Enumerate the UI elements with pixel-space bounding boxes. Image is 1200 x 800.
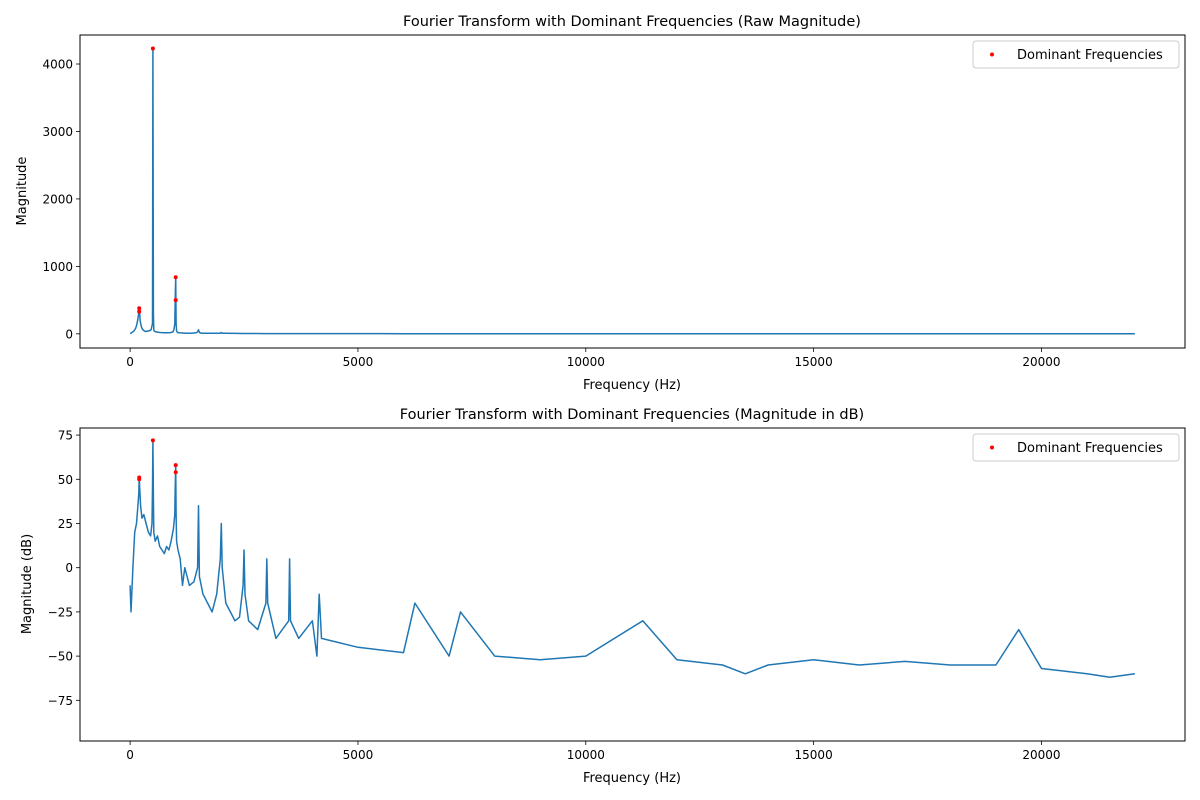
legend: Dominant Frequencies	[972, 40, 1180, 69]
legend: Dominant Frequencies	[972, 433, 1180, 462]
x-tick-label: 15000	[795, 748, 833, 762]
x-tick-label: 20000	[1022, 355, 1060, 369]
chart-title: Fourier Transform with Dominant Frequenc…	[400, 407, 864, 423]
x-tick-label: 0	[126, 355, 134, 369]
dominant-frequency-point	[173, 275, 178, 280]
x-tick-label: 0	[126, 748, 134, 762]
y-tick-label: 25	[58, 517, 73, 531]
y-tick-label: 2000	[42, 192, 73, 206]
chart-title: Fourier Transform with Dominant Frequenc…	[403, 14, 861, 30]
dominant-frequency-point	[137, 477, 142, 482]
y-axis-label: Magnitude (dB)	[20, 534, 35, 634]
x-tick-label: 5000	[343, 355, 374, 369]
y-tick-label: 0	[65, 327, 73, 341]
y-tick-label: −75	[48, 694, 73, 708]
x-axis-label: Frequency (Hz)	[583, 771, 681, 786]
y-tick-label: 4000	[42, 58, 73, 72]
x-axis-ticks: 0 5000 10000 15000 20000	[126, 348, 1061, 369]
x-axis-ticks: 0 5000 10000 15000 20000	[126, 741, 1061, 762]
spectrum-line	[129, 439, 1136, 679]
axes-frame	[79, 427, 1186, 742]
dominant-frequency-point	[173, 463, 178, 468]
y-tick-label: 1000	[42, 260, 73, 274]
raw-magnitude-chart: Fourier Transform with Dominant Frequenc…	[15, 14, 1186, 393]
y-axis-label: Magnitude	[15, 157, 30, 226]
axes-frame	[79, 34, 1186, 349]
x-axis-label: Frequency (Hz)	[583, 378, 681, 393]
legend-label: Dominant Frequencies	[1017, 441, 1163, 456]
dominant-frequency-point	[150, 46, 155, 51]
legend-box	[972, 433, 1180, 462]
plot-area	[129, 438, 1136, 679]
y-tick-label: 0	[65, 561, 73, 575]
legend-label: Dominant Frequencies	[1017, 48, 1163, 63]
y-tick-label: −25	[48, 605, 73, 619]
x-tick-label: 15000	[795, 355, 833, 369]
y-tick-label: 50	[58, 473, 73, 487]
dominant-frequency-point	[173, 470, 178, 475]
legend-marker	[990, 52, 994, 57]
x-tick-label: 10000	[567, 355, 605, 369]
db-magnitude-chart: Fourier Transform with Dominant Frequenc…	[20, 407, 1186, 786]
dominant-frequency-point	[150, 438, 155, 443]
dominant-frequency-point	[137, 309, 142, 314]
x-tick-label: 20000	[1022, 748, 1060, 762]
y-axis-ticks: 0 1000 2000 3000 4000	[42, 58, 80, 341]
dominant-frequency-point	[173, 298, 178, 303]
legend-box	[972, 40, 1180, 69]
y-tick-label: 3000	[42, 125, 73, 139]
legend-marker	[990, 445, 994, 450]
x-tick-label: 5000	[343, 748, 374, 762]
y-axis-ticks: −75 −50 −25 0 25 50 75	[48, 429, 80, 708]
x-tick-label: 10000	[567, 748, 605, 762]
y-tick-label: 75	[58, 429, 73, 443]
y-tick-label: −50	[48, 650, 73, 664]
plot-area	[129, 46, 1135, 335]
dominant-frequency-point	[137, 306, 142, 311]
